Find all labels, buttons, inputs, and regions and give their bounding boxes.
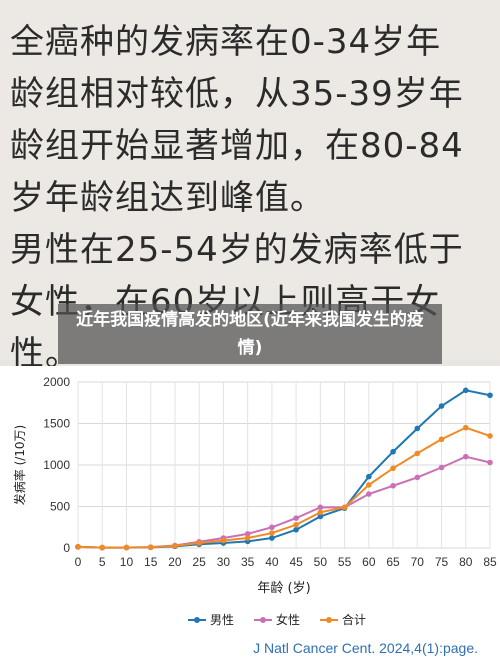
y-tick-label: 2000 xyxy=(43,375,70,389)
data-point-2 xyxy=(366,482,372,488)
data-point-1 xyxy=(414,474,421,481)
data-point-2 xyxy=(244,535,251,541)
legend-marker-1 xyxy=(260,617,266,623)
data-point-1 xyxy=(390,482,396,489)
x-tick-label: 5 xyxy=(99,555,106,569)
data-point-0 xyxy=(487,392,493,399)
data-point-1 xyxy=(317,504,324,511)
x-tick-label: 15 xyxy=(144,555,158,569)
y-tick-label: 500 xyxy=(50,500,70,514)
x-tick-label: 75 xyxy=(435,555,449,569)
data-point-1 xyxy=(487,459,493,466)
data-point-0 xyxy=(366,473,372,480)
title-banner: 近年我国疫情高发的地区(近年来我国发生的疫情) xyxy=(58,304,442,364)
x-tick-label: 70 xyxy=(411,555,425,569)
data-point-2 xyxy=(220,537,227,544)
x-tick-label: 35 xyxy=(241,555,255,569)
y-axis-label: 发病率 (/10万) xyxy=(12,425,27,506)
data-point-2 xyxy=(487,433,493,439)
data-point-0 xyxy=(414,425,421,432)
data-point-2 xyxy=(317,509,324,516)
x-tick-label: 80 xyxy=(459,555,473,569)
legend-marker-0 xyxy=(194,617,200,623)
x-tick-label: 20 xyxy=(168,555,182,569)
citation-text: J Natl Cancer Cent. 2024,4(1):page. xyxy=(253,640,478,656)
data-point-2 xyxy=(172,543,178,549)
x-tick-label: 30 xyxy=(217,555,231,569)
legend-label-1: 女性 xyxy=(276,612,300,627)
data-point-0 xyxy=(390,448,396,455)
data-point-2 xyxy=(75,544,81,550)
data-point-1 xyxy=(244,531,251,537)
y-tick-label: 1000 xyxy=(43,458,70,472)
legend-label-0: 男性 xyxy=(210,613,234,627)
x-tick-label: 55 xyxy=(338,555,352,569)
data-point-2 xyxy=(341,504,348,511)
chart-area: 0 500 1000 1500 2000 0 5 10 15 20 25 30 35 40 45 50 55 60… xyxy=(0,366,500,666)
legend-label-2: 合计 xyxy=(342,612,366,627)
x-tick-label: 50 xyxy=(314,555,328,569)
x-tick-label: 0 xyxy=(75,555,82,569)
data-point-2 xyxy=(123,544,130,551)
line-chart: 0 500 1000 1500 2000 0 5 10 15 20 25 30 35 40 45 50 55 60… xyxy=(12,375,497,627)
y-tick-label: 0 xyxy=(63,541,70,555)
data-point-1 xyxy=(269,524,275,531)
data-point-2 xyxy=(293,521,299,528)
legend-marker-2 xyxy=(326,617,332,623)
data-point-2 xyxy=(438,436,445,443)
data-point-2 xyxy=(414,450,421,457)
y-tick-label: 1500 xyxy=(43,417,70,431)
data-point-2 xyxy=(462,424,469,431)
data-point-1 xyxy=(462,453,469,460)
x-tick-label: 40 xyxy=(265,555,279,569)
x-tick-label: 65 xyxy=(386,555,400,569)
x-tick-label: 85 xyxy=(483,555,497,569)
data-point-2 xyxy=(196,540,202,546)
data-point-1 xyxy=(366,491,372,497)
x-tick-label: 10 xyxy=(120,555,134,569)
data-point-0 xyxy=(317,513,324,520)
data-point-0 xyxy=(462,387,469,394)
x-tick-label: 25 xyxy=(192,555,206,569)
data-point-2 xyxy=(147,544,154,551)
data-point-1 xyxy=(438,464,445,471)
x-tick-label: 45 xyxy=(289,555,303,569)
data-point-2 xyxy=(99,544,106,551)
x-tick-label: 60 xyxy=(362,555,376,569)
data-point-0 xyxy=(293,526,299,533)
data-point-2 xyxy=(269,530,275,536)
data-point-1 xyxy=(293,515,299,521)
series-line-2 xyxy=(77,426,491,549)
data-point-0 xyxy=(269,535,275,541)
data-point-0 xyxy=(438,403,445,409)
x-axis-label: 年龄 (岁) xyxy=(257,581,310,596)
data-point-2 xyxy=(390,465,396,472)
